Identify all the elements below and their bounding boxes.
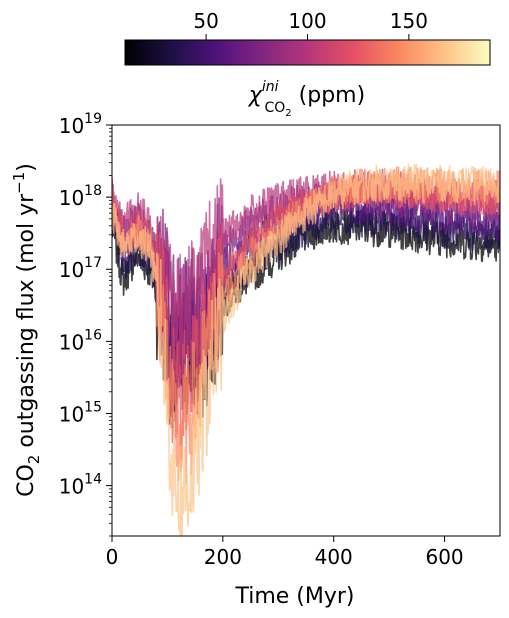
y-axis-label-mid: outgassing flux (mol yr: [14, 193, 39, 455]
colorbar-tick-label: 50: [193, 9, 218, 33]
series-line: [112, 166, 500, 484]
y-tick-label: 1017: [59, 255, 102, 282]
y-tick-label: 1018: [59, 183, 102, 210]
y-axis-label-sub: 2: [25, 455, 43, 465]
y-axis-label: CO2 outgassing flux (mol yr−1): [10, 163, 43, 497]
plot-area: 0 200 400 600 1014 1015 1016 1017 1018 1019: [59, 111, 501, 569]
colorbar-ticks: 50 100 150: [193, 9, 428, 40]
y-axis-ticks: 1014 1015 1016 1017 1018 1019: [59, 111, 112, 537]
y-axis-label-pre: CO: [14, 464, 39, 497]
x-tick-label: 400: [315, 545, 353, 569]
x-tick-label: 600: [425, 545, 463, 569]
y-tick-label: 1014: [59, 472, 102, 499]
plot-frame: [111, 124, 501, 537]
y-tick-label: 1015: [59, 399, 102, 426]
y-tick-label: 1019: [59, 111, 102, 138]
y-tick-label: 1016: [59, 327, 102, 354]
colorbar-tick-label: 100: [288, 9, 326, 33]
colorbar-label-unit: (ppm): [292, 83, 366, 108]
x-axis-label: Time (Myr): [234, 584, 354, 609]
x-axis-ticks: 0 200 400 600: [106, 536, 464, 569]
colorbar-label-sup: ini: [262, 79, 279, 95]
series-layer: [112, 163, 500, 536]
x-tick-label: 0: [106, 545, 119, 569]
colorbar-label-subsub: 2: [285, 108, 291, 119]
colorbar-tick-label: 150: [390, 9, 428, 33]
colorbar-label: χini CO2 (ppm): [248, 79, 365, 119]
colorbar-body: [124, 39, 491, 66]
colorbar: 50 100 150 χini CO2 (ppm): [124, 9, 491, 119]
y-axis-label-sup: −1: [10, 172, 28, 194]
series-line: [112, 163, 500, 536]
y-axis-label-post: ): [14, 163, 39, 172]
x-tick-label: 200: [204, 545, 242, 569]
colorbar-label-sub: CO: [264, 100, 285, 116]
colorbar-label-symbol: χ: [248, 83, 263, 108]
